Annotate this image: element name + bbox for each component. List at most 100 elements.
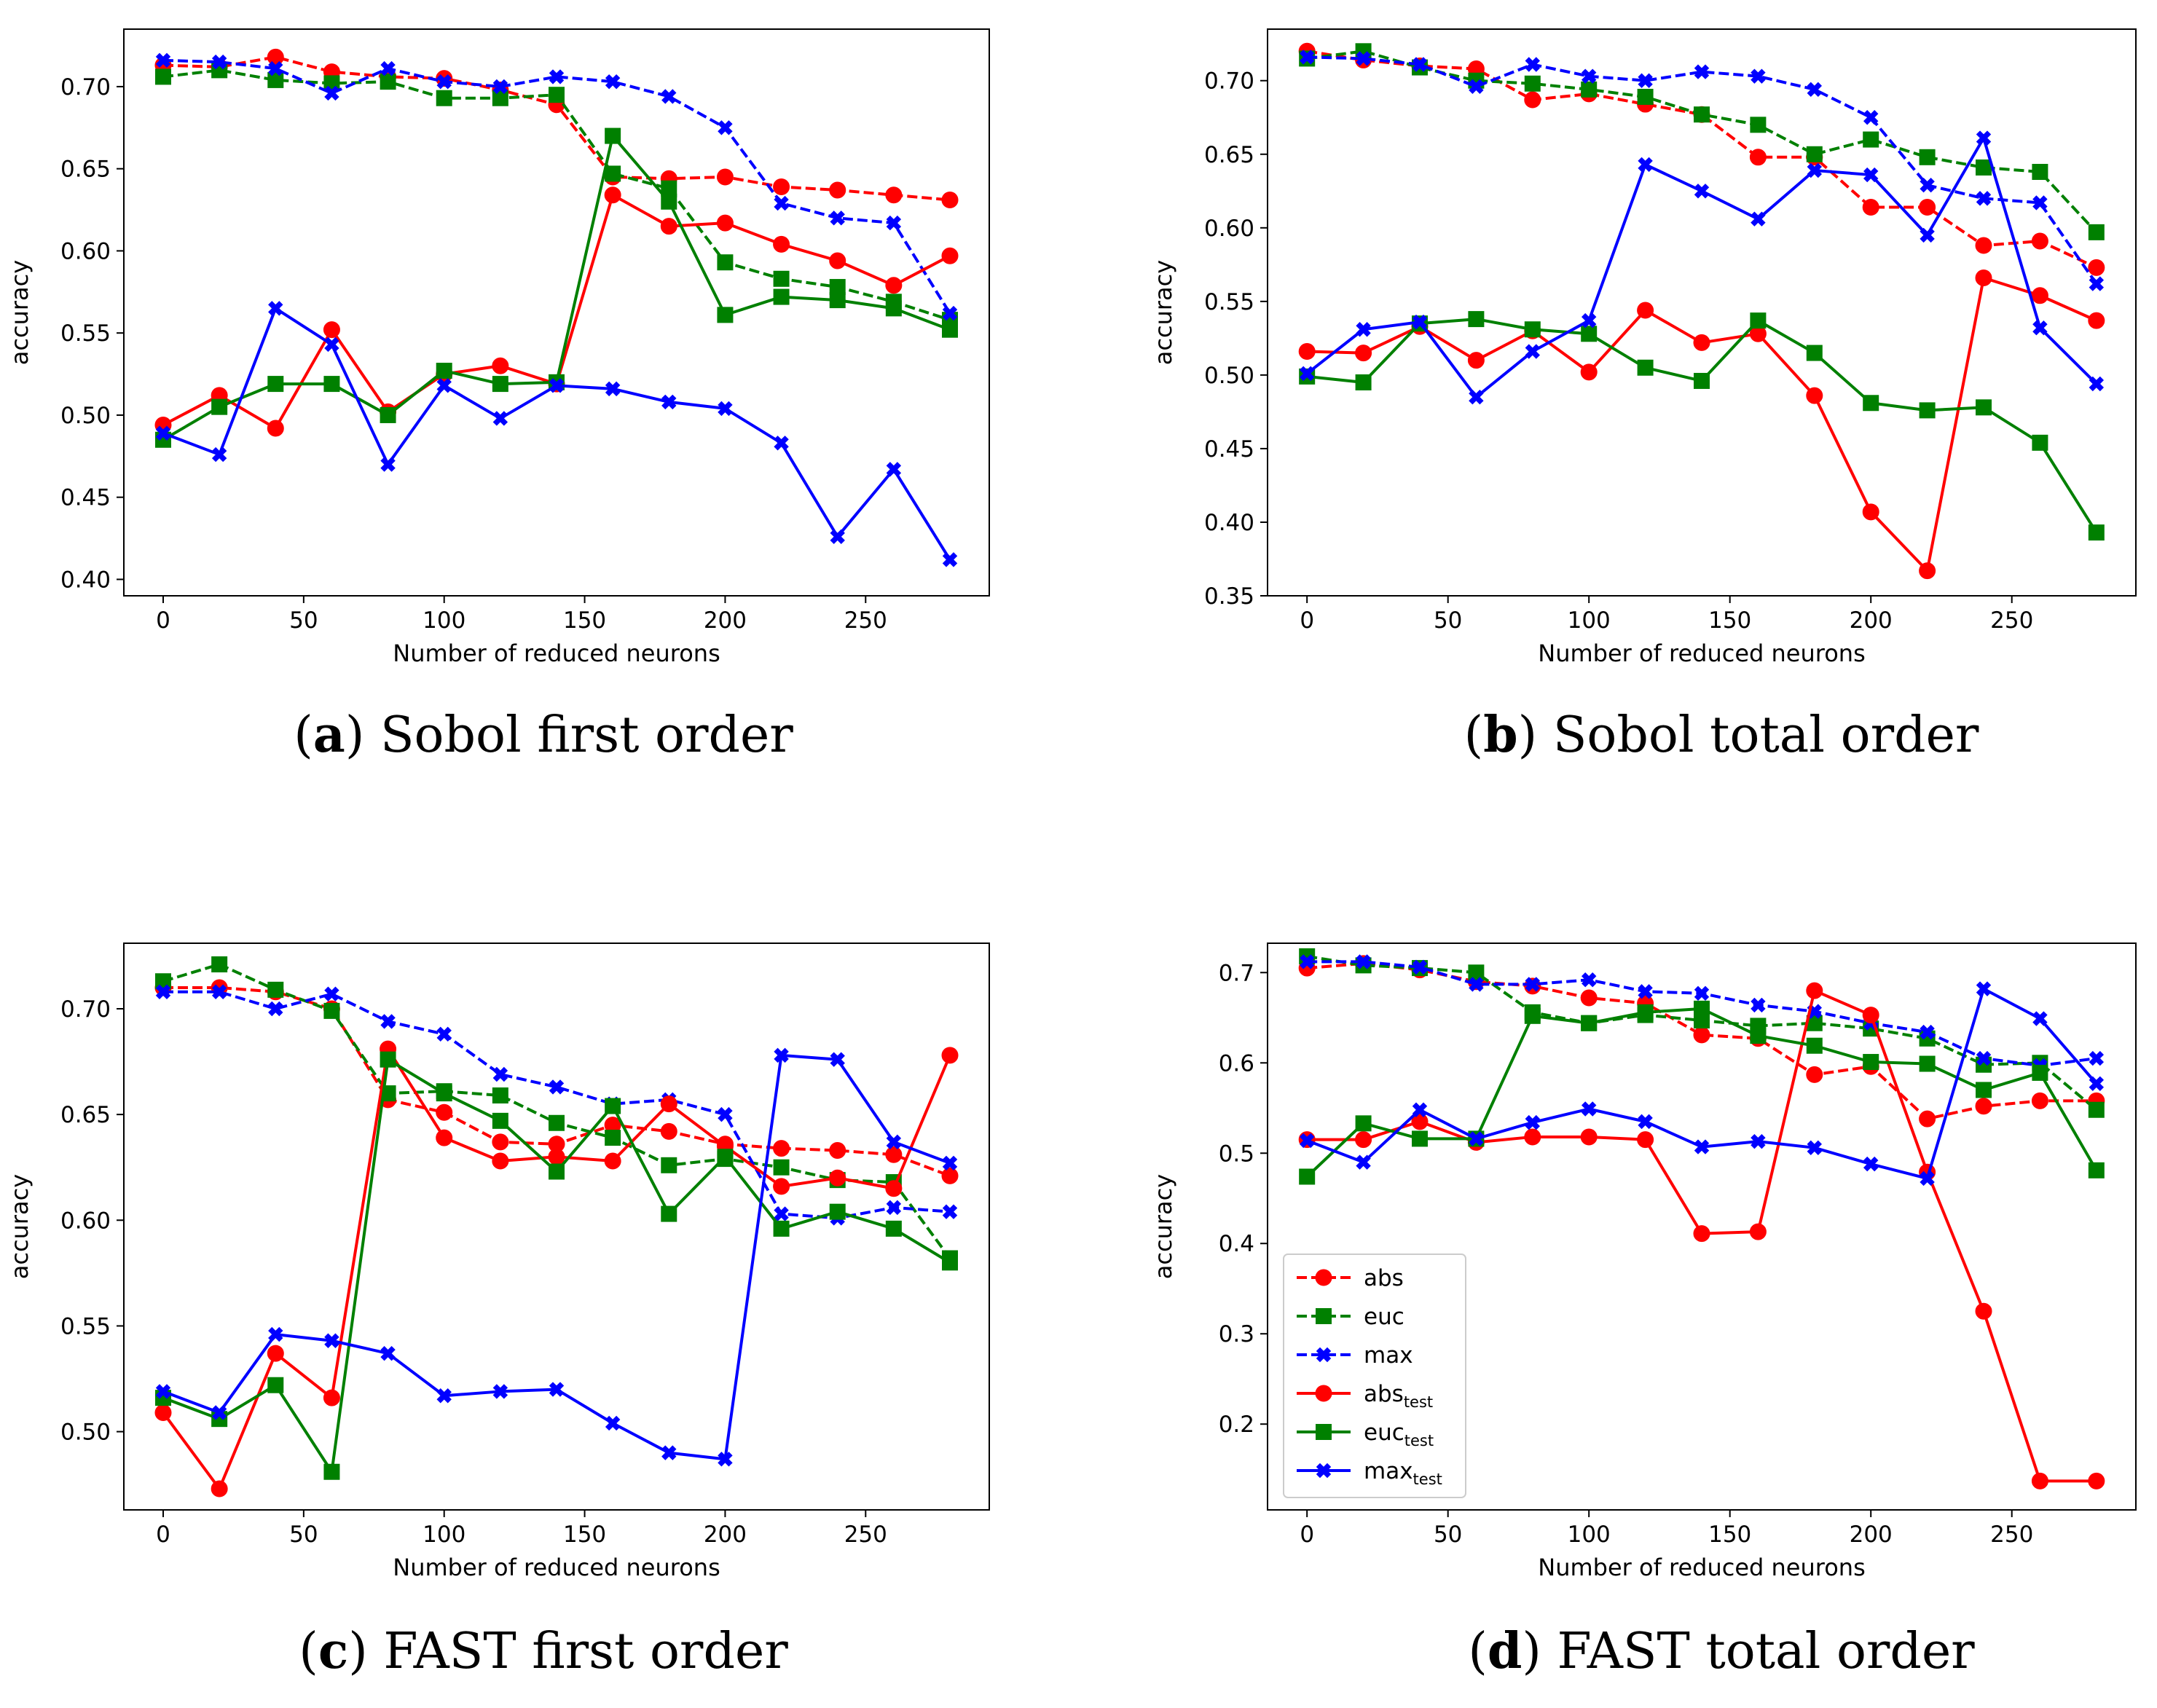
data-point-euc_test <box>1411 1130 1428 1147</box>
data-point-euc_test <box>1637 1004 1654 1020</box>
data-point-abs_test <box>1524 1128 1541 1146</box>
data-point-max_test <box>1299 366 1315 382</box>
data-point-abs <box>660 1122 677 1140</box>
data-point-euc <box>1976 159 1992 176</box>
data-point-abs <box>941 1167 959 1184</box>
data-point-abs_test <box>1693 1225 1710 1243</box>
data-point-max <box>155 984 171 999</box>
data-point-euc <box>549 1114 565 1131</box>
data-point-abs_test <box>941 247 959 264</box>
data-point-euc_test <box>1976 399 1992 416</box>
data-point-abs <box>1975 1098 1992 1115</box>
data-point-abs_test <box>604 1152 621 1170</box>
data-point-abs <box>436 1103 453 1121</box>
data-point-abs_test <box>885 1180 903 1197</box>
data-point-euc_test <box>1299 1168 1316 1185</box>
legend-entry-euc_test: euctest <box>1297 1420 1434 1449</box>
data-point-max_test <box>886 462 902 477</box>
x-axis-label: Number of reduced neurons <box>1538 1554 1865 1581</box>
data-point-max_test <box>549 378 565 393</box>
legend-label: maxtest <box>1364 1458 1442 1488</box>
y-tick-label: 0.45 <box>60 485 111 511</box>
data-point-abs_test <box>1580 1128 1598 1146</box>
data-point-abs_test <box>773 235 790 253</box>
y-tick-label: 0.7 <box>1219 960 1254 986</box>
data-point-euc <box>605 165 621 182</box>
panel-caption-d: (d) FAST total order <box>1468 1622 1975 1680</box>
series-max_test <box>155 1047 958 1467</box>
y-tick-label: 0.3 <box>1219 1321 1254 1347</box>
y-tick-label: 0.2 <box>1219 1412 1254 1438</box>
data-point-max_test <box>661 1445 677 1460</box>
data-point-max <box>1525 57 1540 72</box>
data-point-euc_test <box>885 300 902 317</box>
data-point-abs_test <box>154 1404 172 1421</box>
data-point-euc_test <box>2088 524 2105 541</box>
data-point-euc_test <box>942 1254 958 1271</box>
y-tick-label: 0.50 <box>60 1420 111 1446</box>
data-point-abs_test <box>716 214 734 232</box>
x-tick-label: 250 <box>844 607 887 634</box>
x-tick-label: 50 <box>1434 607 1462 634</box>
data-point-euc_test <box>1694 1000 1710 1017</box>
data-point-euc <box>2088 224 2105 240</box>
data-point-euc_test <box>1806 345 1823 361</box>
legend-marker <box>1316 1424 1332 1440</box>
data-point-max_test <box>886 1134 902 1150</box>
data-point-max <box>830 210 845 226</box>
data-point-max <box>155 52 171 68</box>
data-point-euc <box>2088 1101 2105 1118</box>
y-tick-label: 0.65 <box>60 157 111 183</box>
data-point-abs <box>1580 989 1598 1007</box>
data-point-max_test <box>1581 1101 1597 1117</box>
data-point-max <box>380 1014 396 1029</box>
data-point-euc_test <box>267 1377 284 1393</box>
data-point-max <box>1525 977 1540 992</box>
series-euc_test <box>155 1051 958 1480</box>
x-tick-label: 250 <box>844 1522 887 1548</box>
data-point-euc_test <box>1863 395 1879 412</box>
data-point-euc <box>267 981 284 998</box>
data-point-max <box>1299 50 1315 65</box>
data-point-max_test <box>1976 981 1992 996</box>
data-point-max <box>492 79 508 95</box>
data-point-euc_test <box>380 1051 396 1068</box>
x-tick-label: 150 <box>1708 607 1751 634</box>
data-point-abs_test <box>492 1152 509 1170</box>
data-point-abs_test <box>1749 1223 1767 1240</box>
data-point-abs <box>1919 199 1936 216</box>
series-abs_test <box>154 1040 959 1498</box>
data-point-abs_test <box>604 186 621 204</box>
data-point-max_test <box>1751 1133 1766 1149</box>
x-tick-label: 100 <box>423 1522 465 1548</box>
data-point-abs <box>941 192 959 209</box>
data-point-max_test <box>1638 157 1653 173</box>
x-tick-label: 100 <box>1568 1522 1611 1548</box>
data-point-euc <box>492 1087 508 1104</box>
data-point-max_test <box>1751 211 1766 227</box>
data-point-max <box>1412 57 1428 72</box>
data-point-max <box>268 1001 283 1017</box>
data-point-euc_test <box>2032 434 2048 451</box>
data-point-euc_test <box>1750 1028 1767 1044</box>
data-point-abs_test <box>267 1345 284 1362</box>
data-point-abs_test <box>1975 1302 1992 1320</box>
legend-label: euc <box>1364 1304 1404 1330</box>
x-tick-label: 100 <box>423 607 465 634</box>
data-point-max <box>549 69 565 84</box>
y-tick-label: 0.40 <box>1204 510 1254 536</box>
data-point-abs_test <box>1806 982 1823 999</box>
y-axis-label: accuracy <box>1150 1174 1177 1279</box>
data-point-max_test <box>1694 1139 1710 1154</box>
y-tick-label: 0.50 <box>1204 363 1254 389</box>
data-point-abs_test <box>436 1129 453 1146</box>
data-point-euc_test <box>1355 374 1372 390</box>
data-point-max <box>942 305 958 321</box>
x-tick-label: 50 <box>289 1522 318 1548</box>
y-tick-label: 0.50 <box>60 403 111 429</box>
plot-frame <box>1267 28 2137 597</box>
panel-c: 0 50 100 150 200 250 0.50 0.55 0.60 0.65 0.70 Numbe… <box>6 942 990 1581</box>
data-point-euc <box>323 1002 340 1019</box>
plot-frame <box>123 942 990 1511</box>
y-tick-label: 0.55 <box>60 320 111 347</box>
